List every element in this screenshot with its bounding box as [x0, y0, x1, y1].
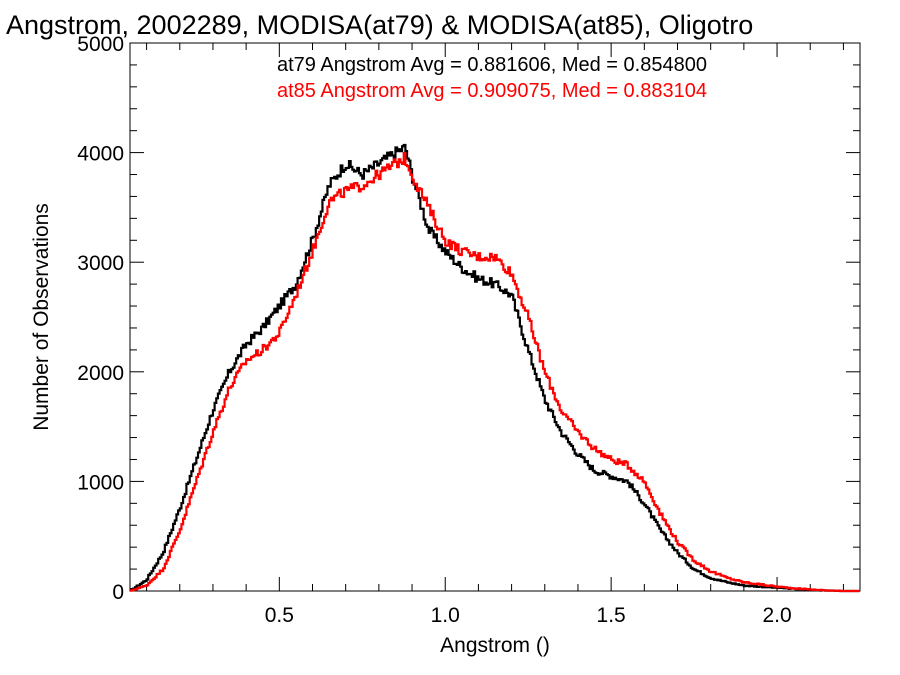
- x-axis-ticks: 0.5 1.0 1.5 2.0: [146, 43, 844, 627]
- y-axis-label: Number of Observations: [30, 203, 53, 431]
- plot-area: 0 1000 2000 3000 4000 5000 0.5 1.0 1.5 2.0: [77, 33, 861, 627]
- chart-title: Angstrom, 2002289, MODISA(at79) & MODISA…: [6, 10, 753, 40]
- x-tick-label: 2.0: [762, 604, 791, 627]
- annotation-at85: at85 Angstrom Avg = 0.909075, Med = 0.88…: [277, 80, 707, 102]
- x-tick-label: 1.5: [597, 604, 626, 627]
- y-tick-label: 1000: [77, 471, 124, 494]
- x-axis-label: Angstrom (): [440, 634, 550, 657]
- x-tick-label: 0.5: [265, 604, 294, 627]
- series-line-at79: [130, 143, 860, 593]
- y-tick-label: 3000: [77, 252, 124, 275]
- y-tick-label: 0: [112, 581, 124, 604]
- y-tick-label: 4000: [77, 143, 124, 166]
- x-tick-label: 1.0: [431, 604, 460, 627]
- y-tick-label: 5000: [77, 33, 124, 56]
- annotation-at79: at79 Angstrom Avg = 0.881606, Med = 0.85…: [277, 54, 707, 76]
- y-tick-label: 2000: [77, 362, 124, 385]
- plot-frame: [129, 42, 861, 592]
- series-line-at85: [130, 152, 860, 593]
- series-layer: [130, 143, 860, 593]
- y-axis-ticks: 0 1000 2000 3000 4000 5000: [77, 33, 860, 604]
